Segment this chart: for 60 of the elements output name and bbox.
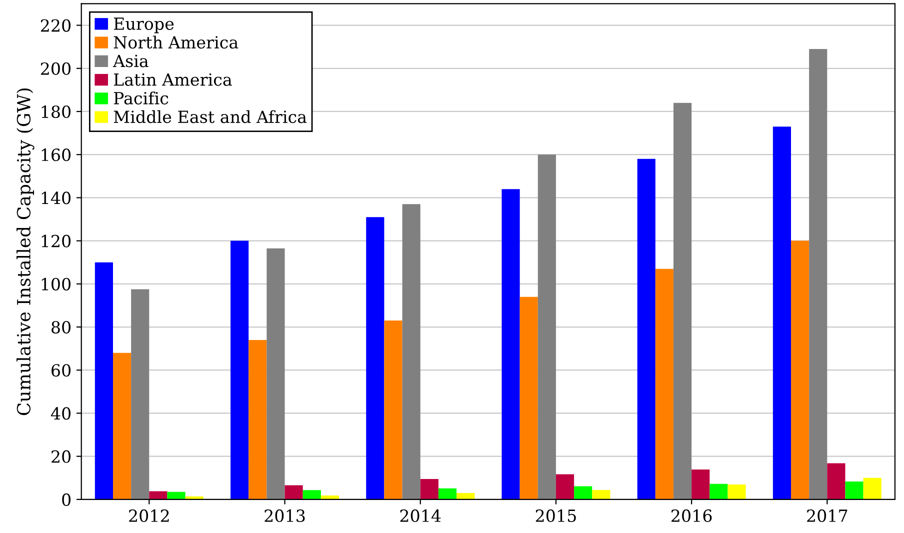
y-tick-label: 60	[52, 364, 71, 377]
y-tick-label: 40	[50, 407, 71, 420]
y-tick-label: 220	[40, 19, 71, 32]
bar	[266, 248, 285, 500]
bar	[845, 482, 864, 500]
bar	[692, 469, 710, 500]
legend-label: Middle East and Africa	[114, 110, 307, 124]
bar	[538, 154, 556, 500]
y-tick-label: 120	[42, 234, 71, 248]
bar	[863, 478, 882, 500]
bar	[772, 126, 791, 500]
x-tick-label: 2016	[671, 509, 712, 522]
bar	[149, 491, 168, 500]
bar	[302, 490, 321, 500]
bar	[520, 296, 538, 500]
y-axis-title: Cumulative Installed Capacity (GW)	[16, 88, 34, 416]
bar	[402, 204, 420, 500]
bar	[637, 158, 656, 500]
bar	[502, 189, 520, 500]
bar	[438, 488, 457, 500]
bar	[131, 289, 150, 500]
x-tick-label: 2014	[400, 509, 441, 522]
y-tick-label: 0	[62, 493, 71, 506]
bar	[284, 485, 303, 500]
bar	[230, 240, 249, 500]
x-tick-label: 2012	[129, 509, 169, 522]
legend-label: Pacific	[114, 92, 168, 104]
bar	[728, 484, 746, 500]
x-tick-label: 2013	[264, 509, 305, 522]
y-tick-label: 140	[42, 192, 71, 204]
y-tick-label: 80	[52, 320, 71, 334]
legend-label: Asia	[112, 54, 148, 68]
legend-label: North America	[114, 36, 238, 49]
bar	[791, 240, 810, 500]
x-tick-label: 2017	[807, 509, 848, 522]
y-tick-label: 20	[52, 450, 71, 463]
bar	[167, 492, 186, 500]
legend-label: Europe	[114, 18, 174, 34]
bar	[366, 217, 384, 500]
bar	[592, 490, 610, 500]
bar	[420, 478, 438, 500]
x-tick-label: 2015	[536, 509, 576, 522]
bar	[574, 486, 592, 500]
y-tick-label: 200	[40, 62, 71, 75]
legend-label: Latin America	[114, 73, 232, 86]
bar	[673, 102, 692, 500]
bar	[556, 474, 574, 500]
bar	[456, 492, 475, 500]
bar	[113, 352, 132, 500]
y-tick-label: 160	[42, 148, 71, 162]
bar	[655, 268, 674, 500]
bar	[94, 262, 113, 500]
bar	[827, 463, 846, 500]
bar	[809, 48, 828, 500]
bar	[248, 340, 267, 500]
bar	[384, 320, 402, 500]
bar	[320, 496, 339, 500]
bar	[710, 484, 728, 500]
y-tick-label: 180	[42, 105, 71, 118]
y-tick-label: 100	[42, 278, 71, 290]
